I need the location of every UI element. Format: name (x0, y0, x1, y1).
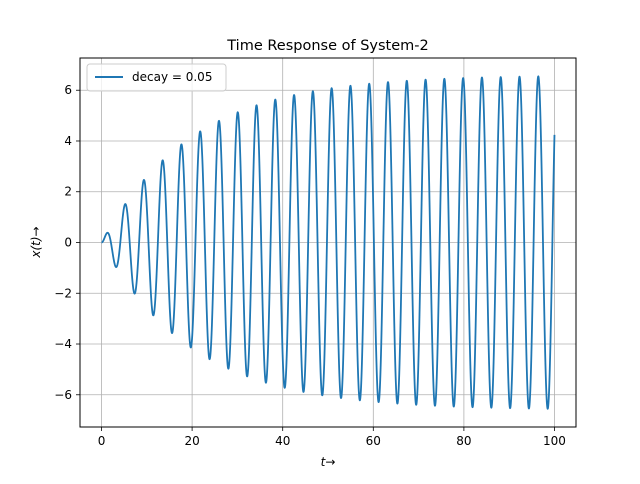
x-tick-label: 20 (184, 434, 199, 448)
y-tick-label: 2 (64, 185, 72, 199)
legend-box (86, 63, 227, 92)
y-tick-label: −6 (54, 388, 72, 402)
x-axis-ticks: 0 20 40 60 80 100 (98, 427, 566, 448)
y-axis-ticks: −6 −4 −2 0 2 4 6 (54, 83, 80, 402)
series-line (100, 75, 556, 410)
x-tick-label: 0 (98, 434, 106, 448)
y-tick-label: 6 (64, 83, 72, 97)
plot-frame (79, 57, 577, 428)
x-tick-label: 40 (275, 434, 290, 448)
series-group (100, 75, 556, 410)
y-tick-label: 0 (64, 236, 72, 250)
legend: decay = 0.05 (86, 63, 227, 92)
x-tick-label: 60 (366, 434, 381, 448)
legend-label: decay = 0.05 (132, 70, 212, 84)
y-tick-label: −2 (54, 286, 72, 300)
x-tick-label: 80 (456, 434, 471, 448)
y-tick-label: 4 (64, 134, 72, 148)
x-tick-label: 100 (543, 434, 566, 448)
chart-title: Time Response of System-2 (226, 38, 428, 54)
x-axis-label: t→ (321, 455, 336, 469)
y-tick-label: −4 (54, 337, 72, 351)
y-axis-label: x(t)→ (29, 226, 43, 258)
